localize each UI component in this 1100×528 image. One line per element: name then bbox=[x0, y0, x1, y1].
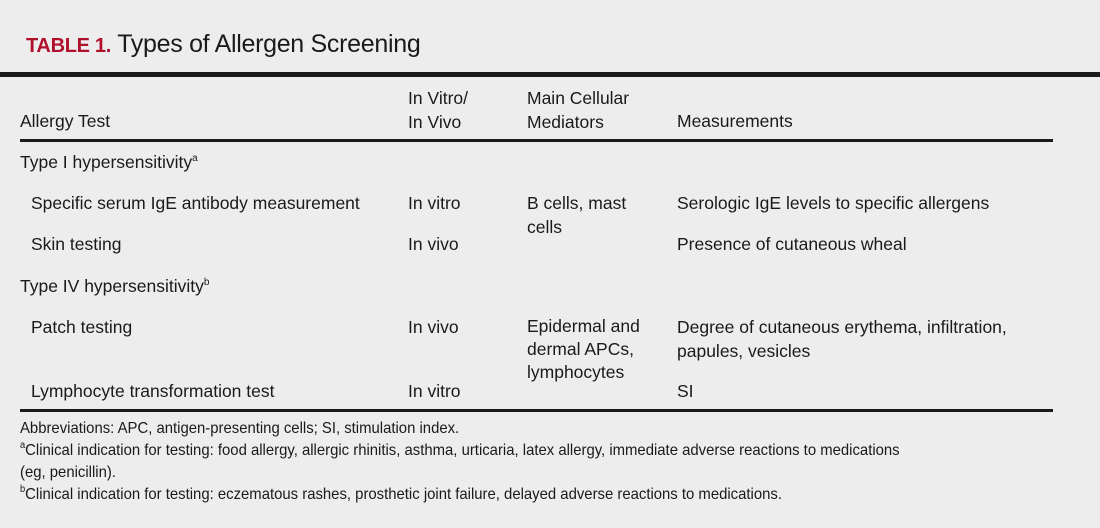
header-measurements: Measurements bbox=[677, 111, 793, 131]
header-in-vitro: In Vitro/ In Vivo bbox=[408, 88, 468, 132]
footnote-text: Clinical indication for testing: food al… bbox=[25, 442, 900, 459]
footnote-marker: b bbox=[20, 484, 26, 495]
group-label: Type I hypersensitivitya bbox=[20, 150, 198, 174]
table-row-mediators: B cells, mast cells bbox=[527, 193, 627, 237]
footnote-marker: a bbox=[192, 153, 198, 164]
table-row-measure: Presence of cutaneous wheal bbox=[677, 234, 907, 254]
table-row-mediators: Epidermal and dermal APCs, lymphocytes bbox=[527, 316, 640, 382]
header-mediators: Main Cellular Mediators bbox=[527, 88, 630, 132]
top-rule bbox=[0, 72, 1100, 77]
header-allergy-test: Allergy Test bbox=[20, 111, 111, 131]
table-row-vitro: In vivo bbox=[408, 234, 459, 254]
footnote-marker: a bbox=[20, 440, 26, 451]
footnote-abbreviations: Abbreviations: APC, antigen-presenting c… bbox=[20, 420, 460, 437]
table-row-test: Patch testing bbox=[31, 317, 133, 337]
footnote-a: aClinical indication for testing: food a… bbox=[20, 440, 900, 462]
bottom-rule bbox=[20, 409, 1053, 412]
footnote-b: bClinical indication for testing: eczema… bbox=[20, 484, 782, 506]
table-row-vitro: In vitro bbox=[408, 381, 461, 401]
group-text: Type IV hypersensitivity bbox=[20, 276, 204, 296]
table-row-vitro: In vitro bbox=[408, 193, 461, 213]
table-row-measure: Degree of cutaneous erythema, infiltrati… bbox=[677, 317, 1007, 361]
table-row-test: Skin testing bbox=[31, 234, 122, 254]
table-row-measure: SI bbox=[677, 381, 694, 401]
footnote-a-cont: (eg, penicillin). bbox=[20, 464, 116, 481]
table-title: TABLE 1. Types of Allergen Screening bbox=[26, 28, 421, 62]
footnote-text: Clinical indication for testing: eczemat… bbox=[25, 486, 782, 503]
table-caption: Types of Allergen Screening bbox=[117, 30, 421, 58]
table-row-test: Lymphocyte transformation test bbox=[31, 381, 275, 401]
footnote-marker: b bbox=[203, 277, 210, 288]
table-number: TABLE 1. bbox=[26, 35, 112, 57]
table-row-vitro: In vivo bbox=[408, 317, 459, 337]
group-text: Type I hypersensitivity bbox=[20, 152, 193, 172]
table-row-measure: Serologic IgE levels to specific allerge… bbox=[677, 193, 990, 213]
group-label: Type IV hypersensitivityb bbox=[20, 274, 209, 298]
table-row-test: Specific serum IgE antibody measurement bbox=[31, 193, 360, 213]
header-rule bbox=[20, 139, 1053, 142]
